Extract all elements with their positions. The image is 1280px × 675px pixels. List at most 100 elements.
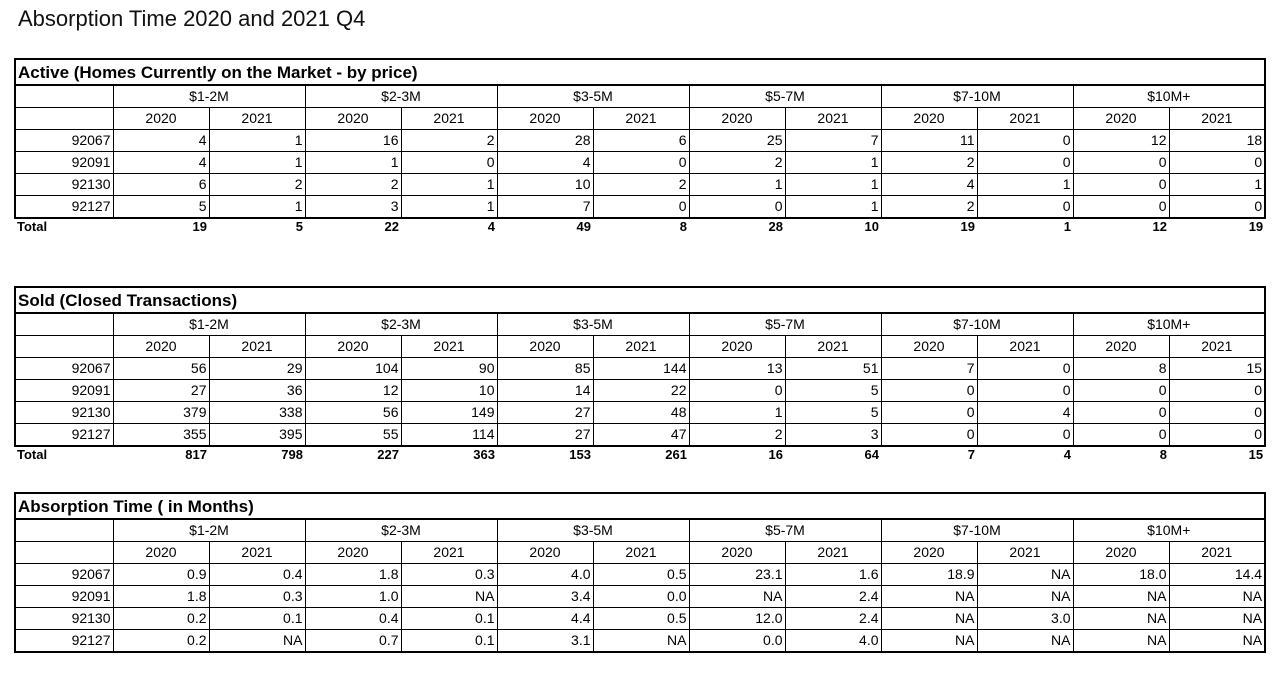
data-cell: NA: [1072, 629, 1170, 653]
year-header: 2021: [976, 335, 1074, 358]
data-cell: 4.4: [496, 607, 594, 630]
price-range-header: $2-3M: [304, 312, 498, 336]
price-range-row: $1-2M $2-3M $3-5M $5-7M $7-10M $10M+: [14, 84, 1267, 108]
year-header: 2021: [784, 107, 882, 130]
data-cell: 2.4: [784, 585, 882, 608]
data-cell: 0: [592, 151, 690, 174]
total-cell: 798: [209, 445, 305, 463]
price-range-header: $3-5M: [496, 312, 690, 336]
data-cell: 0: [592, 195, 690, 219]
data-cell: 0.2: [112, 629, 210, 653]
data-cell: 0.5: [592, 607, 690, 630]
data-cell: 14.4: [1168, 563, 1267, 586]
data-cell: 5: [784, 379, 882, 402]
year-header: 2020: [496, 335, 594, 358]
data-cell: 395: [208, 423, 306, 447]
data-cell: 104: [304, 357, 402, 380]
year-header: 2021: [976, 541, 1074, 564]
data-cell: 27: [112, 379, 210, 402]
data-cell: 4: [976, 401, 1074, 424]
data-row: 92091 4 1 1 0 4 0 2 1 2 0 0 0: [14, 151, 1267, 174]
data-table: Sold (Closed Transactions) $1-2M $2-3M $3-5…: [13, 286, 1267, 463]
zip-code: 92127: [14, 629, 114, 653]
total-cell: 10: [785, 217, 881, 235]
data-cell: 0: [880, 423, 978, 447]
data-cell: 0.1: [208, 607, 306, 630]
data-cell: 56: [304, 401, 402, 424]
total-cell: 49: [497, 217, 593, 235]
data-table: Active (Homes Currently on the Market - …: [13, 58, 1267, 235]
data-cell: 0.3: [208, 585, 306, 608]
data-row: 92067 56 29 104 90 85 144 13 51 7 0 8 15: [14, 357, 1267, 380]
data-cell: 0: [976, 195, 1074, 219]
table-title: Absorption Time ( in Months): [13, 492, 1267, 520]
data-cell: 0: [1072, 195, 1170, 219]
total-cell: 363: [401, 445, 497, 463]
data-cell: 0: [1072, 401, 1170, 424]
zip-code: 92127: [14, 195, 114, 219]
zip-code: 92130: [14, 401, 114, 424]
year-header: 2020: [1072, 541, 1170, 564]
data-cell: 36: [208, 379, 306, 402]
data-cell: 3.4: [496, 585, 594, 608]
price-range-header: $10M+: [1072, 518, 1267, 542]
data-cell: 1: [976, 173, 1074, 196]
data-row: 92127 0.2 NA 0.7 0.1 3.1 NA 0.0 4.0 NA NA NA NA: [14, 629, 1267, 653]
data-cell: 2: [304, 173, 402, 196]
data-cell: 10: [496, 173, 594, 196]
data-cell: 0.9: [112, 563, 210, 586]
total-row: Total 817 798 227 363 153 261 16 64 7 4 8 15: [15, 445, 1266, 463]
data-cell: 15: [1168, 357, 1267, 380]
year-header: 2021: [400, 541, 498, 564]
page-title: Absorption Time 2020 and 2021 Q4: [18, 6, 366, 31]
total-row: Total 19 5 22 4 49 8 28 10 19 1 12 19: [15, 217, 1266, 235]
data-cell: 2: [688, 151, 786, 174]
data-table: Absorption Time ( in Months) $1-2M $2-3M $3…: [13, 492, 1267, 653]
year-header: 2021: [208, 541, 306, 564]
data-cell: 5: [112, 195, 210, 219]
data-row: 92130 0.2 0.1 0.4 0.1 4.4 0.5 12.0 2.4 NA 3.0 NA NA: [14, 607, 1267, 630]
data-cell: 0: [1168, 423, 1267, 447]
data-cell: 0: [1168, 401, 1267, 424]
data-cell: 4: [496, 151, 594, 174]
data-cell: 85: [496, 357, 594, 380]
price-range-row: $1-2M $2-3M $3-5M $5-7M $7-10M $10M+: [14, 518, 1267, 542]
data-cell: 1: [688, 173, 786, 196]
data-cell: 12: [1072, 129, 1170, 152]
zip-code: 92091: [14, 585, 114, 608]
data-cell: 4: [880, 173, 978, 196]
data-cell: 18.0: [1072, 563, 1170, 586]
year-header: 2020: [112, 541, 210, 564]
data-cell: NA: [400, 585, 498, 608]
data-cell: 7: [784, 129, 882, 152]
data-row: 92127 5 1 3 1 7 0 0 1 2 0 0 0: [14, 195, 1267, 219]
total-cell: 15: [1169, 445, 1266, 463]
total-cell: 7: [881, 445, 977, 463]
data-cell: 0.7: [304, 629, 402, 653]
data-cell: 14: [496, 379, 594, 402]
year-header: 2021: [784, 335, 882, 358]
total-cell: 261: [593, 445, 689, 463]
data-cell: 2: [880, 195, 978, 219]
data-cell: 12: [304, 379, 402, 402]
data-cell: 3: [304, 195, 402, 219]
data-cell: 16: [304, 129, 402, 152]
year-header: 2021: [400, 335, 498, 358]
year-header: 2020: [112, 107, 210, 130]
year-header: 2020: [880, 335, 978, 358]
total-cell: 4: [401, 217, 497, 235]
header-cell: [14, 541, 114, 564]
total-cell: 64: [785, 445, 881, 463]
total-cell: 8: [593, 217, 689, 235]
data-cell: NA: [1168, 585, 1267, 608]
year-header: 2020: [688, 541, 786, 564]
data-cell: 18: [1168, 129, 1267, 152]
data-cell: 0: [880, 379, 978, 402]
data-cell: 0: [976, 151, 1074, 174]
table-title: Active (Homes Currently on the Market - …: [13, 58, 1267, 86]
data-cell: 4.0: [784, 629, 882, 653]
header-cell: [14, 335, 114, 358]
total-cell: 19: [1169, 217, 1266, 235]
data-cell: 338: [208, 401, 306, 424]
price-range-header: $1-2M: [112, 312, 306, 336]
